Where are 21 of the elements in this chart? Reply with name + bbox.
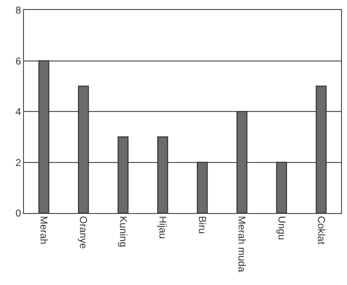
bar <box>236 111 248 213</box>
y-tick-label: 8 <box>15 6 22 16</box>
bar <box>38 60 50 213</box>
bar <box>276 162 288 213</box>
x-tick-label: Merah <box>38 216 49 244</box>
x-tick-label: Hijau <box>156 216 168 239</box>
y-tick-label: 0 <box>15 208 22 220</box>
bar <box>316 86 327 213</box>
x-tick-label: Oranye <box>77 216 88 250</box>
bar <box>196 162 208 213</box>
y-tick-label: 6 <box>15 56 22 68</box>
bar <box>118 136 129 213</box>
x-tick-label: Kuning <box>116 216 128 248</box>
x-tick-label: Merah muda <box>236 216 247 273</box>
x-tick-label: Coklat <box>314 216 326 245</box>
y-tick-label: 4 <box>15 107 22 118</box>
x-tick-label: Biru <box>196 216 208 234</box>
bar <box>78 86 89 213</box>
bar <box>157 136 168 213</box>
y-tick-label: 2 <box>15 158 22 169</box>
x-tick-label: Ungu <box>275 216 286 240</box>
